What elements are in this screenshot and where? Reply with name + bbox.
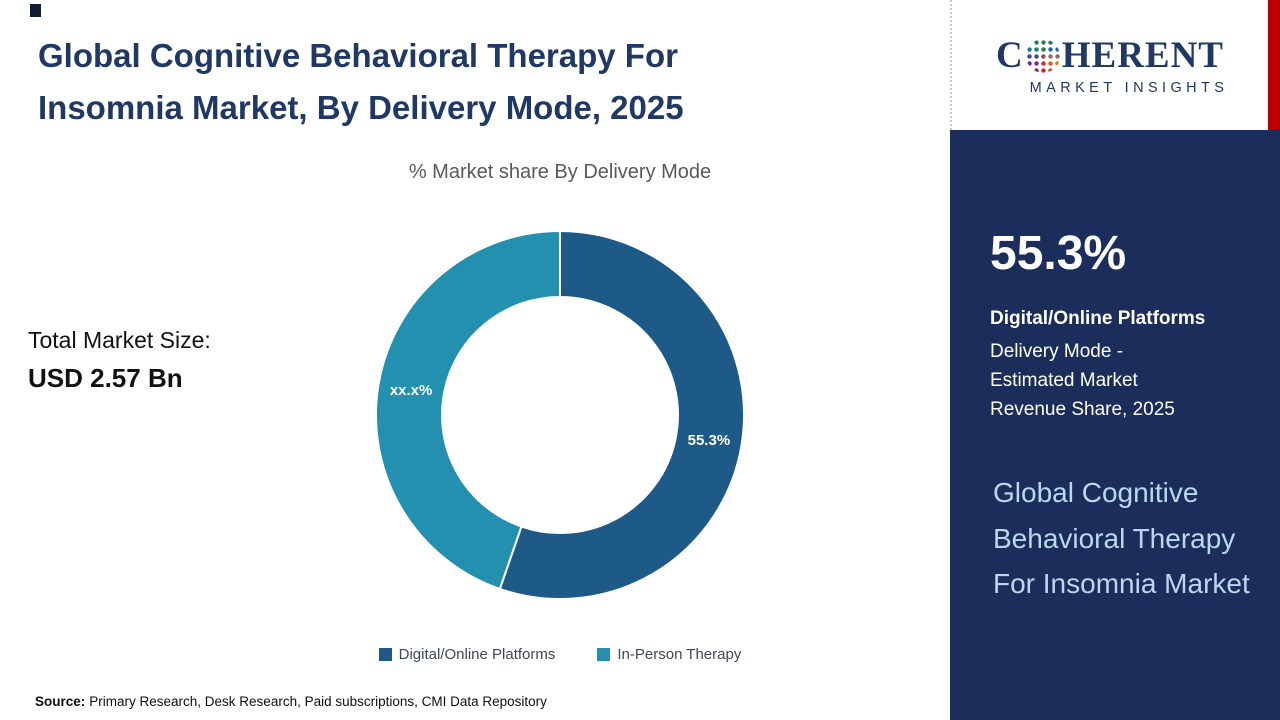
chart-subtitle: % Market share By Delivery Mode [408, 161, 712, 183]
donut-slice-data-label: 55.3% [688, 432, 731, 449]
corner-mark [30, 4, 41, 17]
legend-swatch [597, 648, 611, 661]
legend-item: In-Person Therapy [597, 646, 741, 663]
donut-slice [375, 229, 561, 591]
logo-accent-bar [1268, 0, 1280, 130]
page-title: Global Cognitive Behavioral Therapy For … [38, 30, 858, 134]
logo-letter-c: C [996, 35, 1024, 76]
donut-slice-data-label: xx.x% [390, 382, 433, 399]
logo-wordmark: C HERENT [996, 34, 1224, 77]
logo-subtitle: MARKET INSIGHTS [1029, 80, 1229, 96]
logo: C HERENT MARKET INSIGHTS [950, 0, 1268, 130]
legend-label: In-Person Therapy [617, 646, 742, 663]
sidebar-market-title: Global Cognitive Behavioral Therapy For … [993, 477, 1250, 599]
donut-chart: 55.3% xx.x% [375, 229, 745, 600]
total-market-size-label: Total Market Size: [28, 327, 211, 353]
legend-item: Digital/Online Platforms [378, 646, 556, 663]
highlight-stat-title: Digital/Online Platforms [990, 308, 1206, 329]
logo-dotted-globe-icon [1025, 38, 1060, 73]
donut-slice [498, 229, 745, 600]
source-text: Primary Research, Desk Research, Paid su… [89, 694, 547, 709]
legend-swatch [378, 648, 392, 661]
source-line: Source: Primary Research, Desk Research, … [35, 694, 547, 709]
legend-label: Digital/Online Platforms [398, 646, 556, 663]
source-label: Source: [35, 694, 86, 709]
logo-letters-rest: HERENT [1061, 35, 1224, 76]
page-title-line1: Global Cognitive Behavioral Therapy For [38, 37, 678, 74]
donut-chart-svg: 55.3% xx.x% [375, 229, 745, 600]
chart-legend: Digital/Online Platforms In-Person Therap… [185, 646, 935, 663]
total-market-size-value: USD 2.57 Bn [28, 363, 183, 393]
highlight-stat-value: 55.3% [990, 227, 1127, 280]
highlight-stat-description: Delivery Mode - Estimated Market Revenue… [990, 341, 1175, 420]
page-title-line2: Insomnia Market, By Delivery Mode, 2025 [38, 89, 684, 126]
